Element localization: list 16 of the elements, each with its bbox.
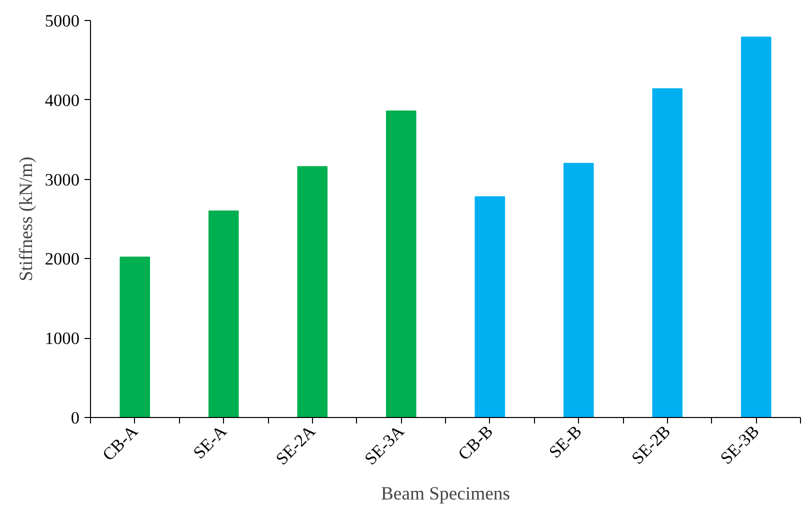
y-tick-label: 2000 bbox=[44, 250, 80, 269]
y-tick-label: 0 bbox=[70, 408, 80, 428]
y-axis-title: Stiffness (kN/m) bbox=[16, 156, 37, 282]
y-tick-label: 3000 bbox=[44, 170, 80, 190]
bar bbox=[297, 166, 328, 418]
y-tick-label: 4000 bbox=[44, 90, 80, 110]
y-tick-label: 5000 bbox=[44, 12, 80, 30]
bar bbox=[563, 162, 594, 418]
bar bbox=[652, 88, 683, 418]
bar bbox=[208, 210, 239, 418]
bar bbox=[120, 256, 150, 418]
y-tick-label: 1000 bbox=[44, 329, 80, 348]
bar bbox=[474, 196, 506, 418]
x-axis-title: Beam Specimens bbox=[380, 483, 510, 504]
bar bbox=[386, 110, 416, 418]
bar bbox=[740, 36, 772, 418]
